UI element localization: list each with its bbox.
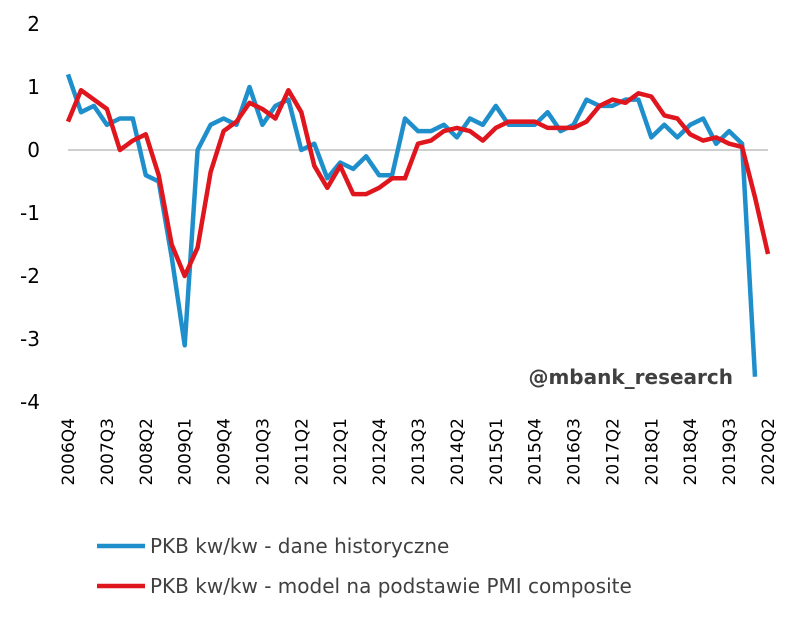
- x-tick-label: 2020Q2: [759, 418, 779, 485]
- x-tick-label: 2013Q3: [409, 418, 429, 485]
- y-axis-ticks: 2 1 0 -1 -2 -3 -4: [20, 12, 40, 414]
- y-tick-label: -2: [20, 264, 40, 288]
- y-tick-label: 1: [27, 75, 40, 99]
- y-tick-label: 0: [27, 138, 40, 162]
- y-tick-label: -1: [20, 201, 40, 225]
- x-tick-label: 2012Q4: [370, 418, 390, 485]
- x-tick-label: 2018Q1: [642, 418, 662, 485]
- legend: PKB kw/kw - dane historyczne PKB kw/kw -…: [97, 534, 632, 598]
- series-line-historical: [65, 73, 758, 377]
- y-tick-label: -4: [20, 390, 40, 414]
- watermark-text: @mbank_research: [528, 365, 733, 389]
- series-line-model: [65, 87, 771, 279]
- x-tick-label: 2015Q1: [487, 418, 507, 485]
- y-tick-label: -3: [20, 327, 40, 351]
- x-axis-ticks: 2006Q4 2007Q3 2008Q2 2009Q1 2009Q4 2010Q3 2011…: [59, 418, 779, 485]
- x-tick-label: 2007Q3: [98, 418, 118, 485]
- x-tick-label: 2009Q4: [215, 418, 235, 485]
- x-tick-label: 2006Q4: [59, 418, 79, 485]
- x-tick-label: 2019Q3: [720, 418, 740, 485]
- legend-label-historical: PKB kw/kw - dane historyczne: [150, 534, 449, 558]
- x-tick-label: 2009Q1: [176, 418, 196, 485]
- x-tick-label: 2011Q2: [292, 418, 312, 485]
- series-lines: [65, 73, 771, 377]
- legend-label-model: PKB kw/kw - model na podstawie PMI compo…: [150, 574, 632, 598]
- x-tick-label: 2010Q3: [253, 418, 273, 485]
- x-tick-label: 2016Q3: [565, 418, 585, 485]
- y-tick-label: 2: [27, 12, 40, 36]
- x-tick-label: 2015Q4: [526, 418, 546, 485]
- x-tick-label: 2012Q1: [331, 418, 351, 485]
- x-tick-label: 2014Q2: [448, 418, 468, 485]
- x-tick-label: 2017Q2: [603, 418, 623, 485]
- x-tick-label: 2018Q4: [681, 418, 701, 485]
- x-tick-label: 2008Q2: [137, 418, 157, 485]
